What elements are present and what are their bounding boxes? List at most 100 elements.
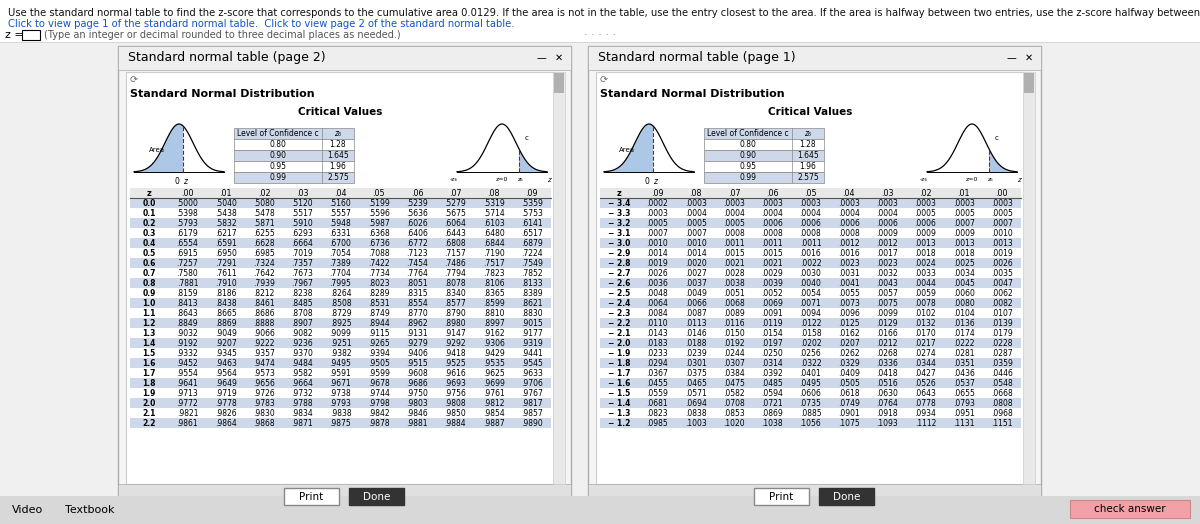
Text: -z₆: -z₆ (920, 177, 928, 182)
Text: .7422: .7422 (368, 258, 390, 267)
Text: .9686: .9686 (406, 378, 428, 388)
Text: .9826: .9826 (215, 409, 236, 418)
Text: .5793: .5793 (176, 219, 198, 227)
Text: − 2.8: − 2.8 (608, 258, 630, 267)
Text: − 2.1: − 2.1 (608, 329, 630, 337)
Text: .9756: .9756 (444, 388, 467, 398)
Text: .0281: .0281 (953, 348, 974, 357)
FancyBboxPatch shape (600, 408, 1021, 418)
Text: .0094: .0094 (799, 309, 822, 318)
Text: .0033: .0033 (914, 268, 936, 278)
Text: .9463: .9463 (215, 358, 236, 367)
Text: .8888: .8888 (253, 319, 275, 328)
Text: .0207: .0207 (838, 339, 859, 347)
Text: .7257: .7257 (176, 258, 198, 267)
Text: .9162: .9162 (482, 329, 504, 337)
Text: .0003: .0003 (685, 199, 707, 208)
Text: .0307: .0307 (724, 358, 745, 367)
Text: .6808: .6808 (444, 238, 466, 247)
Text: .9222: .9222 (253, 339, 275, 347)
FancyBboxPatch shape (704, 161, 824, 172)
FancyBboxPatch shape (130, 358, 551, 368)
Text: .9306: .9306 (482, 339, 504, 347)
Text: .0012: .0012 (876, 238, 898, 247)
Text: 2.575: 2.575 (797, 173, 818, 182)
Text: .9441: .9441 (521, 348, 542, 357)
FancyBboxPatch shape (130, 368, 551, 378)
FancyBboxPatch shape (130, 408, 551, 418)
Text: .9798: .9798 (368, 398, 390, 408)
Text: .0336: .0336 (876, 358, 898, 367)
Text: 0.95: 0.95 (270, 162, 287, 171)
Text: .0233: .0233 (647, 348, 668, 357)
Text: .0006: .0006 (876, 219, 898, 227)
Text: .7764: .7764 (406, 268, 428, 278)
Text: Standard Normal Distribution: Standard Normal Distribution (600, 89, 785, 99)
Text: .0107: .0107 (991, 309, 1013, 318)
FancyBboxPatch shape (126, 72, 554, 484)
Text: .7357: .7357 (292, 258, 313, 267)
Text: .0217: .0217 (914, 339, 936, 347)
Text: .0010: .0010 (991, 228, 1013, 237)
Text: .0013: .0013 (953, 238, 974, 247)
Text: 0.9: 0.9 (143, 289, 156, 298)
Text: .8554: .8554 (406, 299, 428, 308)
Text: .9706: .9706 (521, 378, 542, 388)
FancyBboxPatch shape (600, 288, 1021, 298)
Text: 1.645: 1.645 (328, 151, 349, 160)
Text: .6217: .6217 (215, 228, 236, 237)
Text: .9319: .9319 (521, 339, 542, 347)
Text: .9750: .9750 (406, 388, 428, 398)
Text: .0075: .0075 (876, 299, 898, 308)
Text: .8133: .8133 (521, 278, 542, 288)
Text: .7967: .7967 (292, 278, 313, 288)
Text: .9251: .9251 (330, 339, 352, 347)
Text: .8186: .8186 (215, 289, 236, 298)
FancyBboxPatch shape (600, 198, 1021, 208)
Text: .8413: .8413 (176, 299, 198, 308)
Text: z=0: z=0 (496, 177, 508, 182)
Text: .8389: .8389 (521, 289, 542, 298)
Text: .9890: .9890 (521, 419, 542, 428)
Text: .0516: .0516 (876, 378, 898, 388)
Text: ⟳: ⟳ (130, 75, 138, 85)
Text: .5478: .5478 (253, 209, 275, 217)
Text: .8289: .8289 (368, 289, 390, 298)
Text: .0294: .0294 (647, 358, 668, 367)
Text: Textbook: Textbook (65, 505, 114, 515)
Text: .0003: .0003 (914, 199, 936, 208)
Text: .9719: .9719 (215, 388, 236, 398)
Text: .0918: .0918 (876, 409, 898, 418)
Text: .9177: .9177 (521, 329, 542, 337)
Text: .0052: .0052 (761, 289, 784, 298)
Text: .06: .06 (766, 189, 779, 198)
Text: .7486: .7486 (444, 258, 466, 267)
Text: .0080: .0080 (953, 299, 974, 308)
Text: .0025: .0025 (953, 258, 974, 267)
Text: − 2.9: − 2.9 (608, 248, 630, 257)
Text: .0013: .0013 (991, 238, 1013, 247)
Text: .0003: .0003 (647, 209, 668, 217)
Text: .0505: .0505 (838, 378, 859, 388)
Text: .0853: .0853 (724, 409, 745, 418)
Text: .9887: .9887 (482, 419, 504, 428)
Text: .0256: .0256 (799, 348, 821, 357)
Text: 0: 0 (174, 177, 180, 186)
Text: .0004: .0004 (838, 209, 859, 217)
Text: .0029: .0029 (761, 268, 784, 278)
Text: .7823: .7823 (482, 268, 504, 278)
Text: − 1.4: − 1.4 (608, 398, 630, 408)
FancyBboxPatch shape (118, 46, 571, 70)
Text: .0028: .0028 (724, 268, 745, 278)
FancyBboxPatch shape (600, 278, 1021, 288)
Text: .6985: .6985 (253, 248, 275, 257)
Text: .0409: .0409 (838, 368, 859, 377)
Text: .0087: .0087 (685, 309, 707, 318)
Text: .9817: .9817 (521, 398, 542, 408)
Text: .0571: .0571 (685, 388, 707, 398)
Text: .0392: .0392 (761, 368, 784, 377)
Text: .9394: .9394 (368, 348, 390, 357)
Text: − 1.8: − 1.8 (608, 358, 630, 367)
Text: .0057: .0057 (876, 289, 898, 298)
Text: .0436: .0436 (953, 368, 974, 377)
